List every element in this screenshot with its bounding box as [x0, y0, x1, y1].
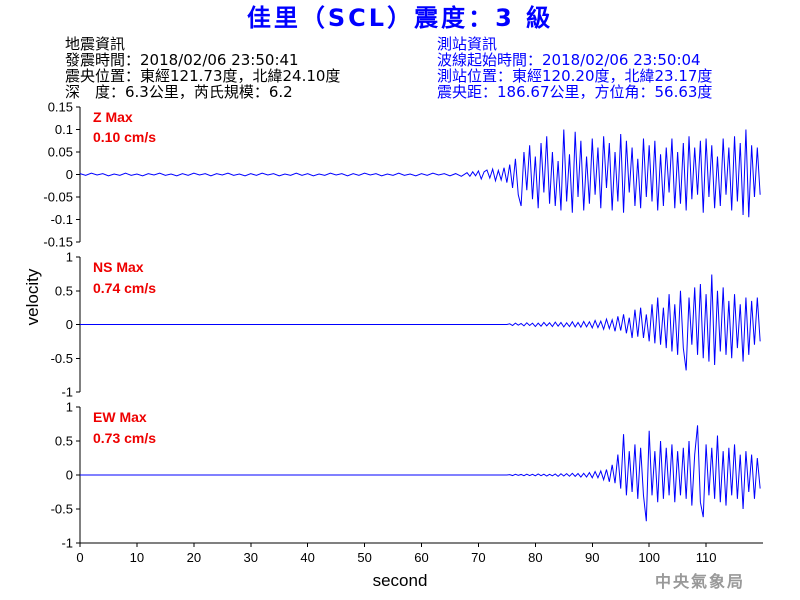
ew-y-tick-label: -0.5 [51, 502, 73, 517]
ns-max-label: NS Max [93, 259, 144, 275]
ns-panel: 1 0.5 0 -0.5 -1 [51, 250, 761, 400]
x-tick-label: 60 [414, 550, 428, 565]
y-axis-label: velocity [23, 268, 42, 325]
ns-max-value: 0.74 cm/s [93, 280, 156, 296]
x-tick-label: 20 [187, 550, 201, 565]
x-axis-label: second [373, 571, 428, 590]
z-y-tick-label: -0.1 [51, 212, 73, 227]
epicentral-distance-azimuth: 震央距：186.67公里，方位角：56.63度 [437, 83, 713, 101]
ns-y-tick-label: 0 [66, 317, 73, 332]
ew-y-tick-label: 1 [66, 400, 73, 415]
x-tick-label: 90 [585, 550, 599, 565]
page-title: 佳里（SCL）震度：3 級 [246, 4, 554, 32]
z-max-label: Z Max [93, 109, 133, 125]
x-tick-label: 110 [696, 550, 717, 565]
z-y-tick-label: -0.05 [43, 190, 73, 205]
x-tick-label: 40 [300, 550, 314, 565]
x-tick-label: 100 [638, 550, 660, 565]
z-panel: 0.15 0.1 0.05 0 -0.05 -0.1 -0.15 [43, 100, 761, 250]
earthquake-info: 地震資訊 發震時間：2018/02/06 23:50:41 震央位置：東經121… [65, 36, 340, 100]
z-velocity-trace [79, 129, 761, 218]
ew-velocity-trace [80, 425, 761, 522]
z-y-tick-label: -0.15 [43, 235, 73, 250]
x-axis: 0 10 20 30 40 50 60 70 80 90 100 110 [76, 542, 763, 565]
credit-text: 中央氣象局 [655, 572, 745, 591]
z-max-value: 0.10 cm/s [93, 129, 156, 145]
x-tick-label: 10 [130, 550, 144, 565]
ew-y-tick-label: -1 [61, 536, 73, 551]
ns-velocity-trace [80, 274, 761, 371]
z-y-tick-label: 0.1 [55, 122, 73, 137]
station-location: 測站位置：東經120.20度，北緯23.17度 [437, 67, 713, 85]
z-y-tick-label: 0.15 [48, 100, 73, 115]
ew-panel: 1 0.5 0 -0.5 -1 [51, 400, 761, 551]
ns-y-tick-label: -0.5 [51, 351, 73, 366]
ew-max-value: 0.73 cm/s [93, 430, 156, 446]
ns-y-tick-label: -1 [61, 385, 73, 400]
z-y-tick-label: 0 [66, 167, 73, 182]
x-tick-label: 30 [244, 550, 258, 565]
plot-area: 0.150.10.050-0.05-0.1-0.1510.50-0.5-110.… [43, 100, 763, 565]
x-tick-label: 50 [357, 550, 371, 565]
station-info-heading: 測站資訊 [437, 35, 498, 53]
z-y-tick-label: 0.05 [48, 145, 73, 160]
x-tick-label: 70 [471, 550, 485, 565]
ew-y-tick-label: 0 [66, 468, 73, 483]
ew-max-label: EW Max [93, 409, 147, 425]
earthquake-info-heading: 地震資訊 [65, 35, 126, 53]
ns-y-tick-label: 0.5 [55, 283, 73, 298]
origin-time: 發震時間：2018/02/06 23:50:41 [65, 51, 299, 69]
ns-y-tick-label: 1 [66, 250, 73, 265]
x-tick-label: 80 [528, 550, 542, 565]
waveform-start-time: 波線起始時間：2018/02/06 23:50:04 [437, 51, 701, 69]
station-info: 測站資訊 波線起始時間：2018/02/06 23:50:04 測站位置：東經1… [437, 36, 712, 100]
depth-magnitude: 深 度：6.3公里，芮氏規模：6.2 [65, 83, 293, 101]
epicenter-location: 震央位置：東經121.73度，北緯24.10度 [65, 67, 341, 85]
x-tick-label: 0 [76, 550, 83, 565]
ew-y-tick-label: 0.5 [55, 434, 73, 449]
